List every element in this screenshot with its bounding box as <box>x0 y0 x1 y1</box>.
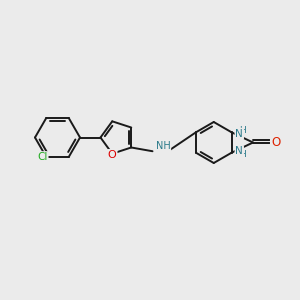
Text: H: H <box>239 150 246 159</box>
Text: NH: NH <box>156 141 170 151</box>
Text: H: H <box>239 126 246 135</box>
Text: N: N <box>236 146 243 156</box>
Text: O: O <box>108 150 117 160</box>
Text: Cl: Cl <box>37 152 48 162</box>
Text: N: N <box>236 129 243 139</box>
Text: O: O <box>271 136 280 149</box>
